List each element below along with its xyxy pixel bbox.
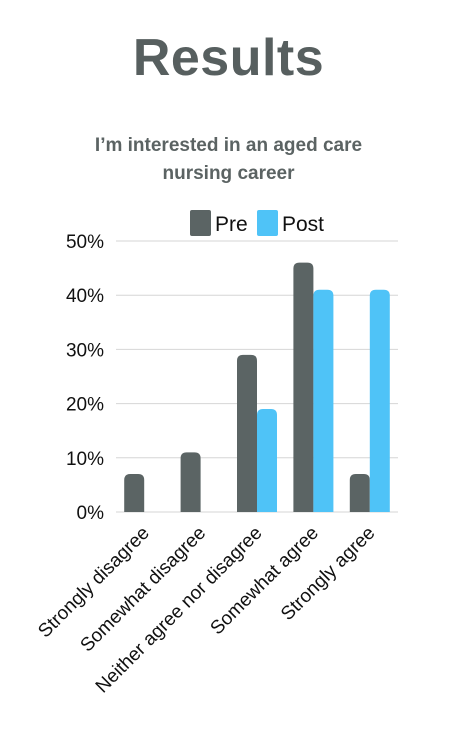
bar-pre [237,354,257,512]
bar-pre [293,262,314,512]
chart-title-line-2: nursing career [162,163,295,184]
y-tick-label: 10% [66,449,104,470]
y-tick-label: 20% [66,395,104,416]
bar-pre [349,474,370,512]
bar-post [313,289,334,512]
legend-swatch-post [257,210,278,236]
bar-pre [124,474,145,512]
y-tick-label: 0% [77,503,105,524]
legend-label-post: Post [282,213,324,236]
page-title: Results [132,29,325,87]
y-tick-label: 30% [66,340,104,361]
y-tick-label: 50% [66,232,104,253]
bar-pre [180,452,201,512]
y-tick-label: 40% [66,286,104,307]
legend-swatch-pre [190,210,211,236]
legend-label-pre: Pre [215,213,248,236]
chart-title-line-1: I’m interested in an aged care [94,135,363,156]
chart-title: I’m interested in an aged care nursing c… [0,132,457,188]
bar-post [257,409,277,512]
bar-post [369,289,390,512]
